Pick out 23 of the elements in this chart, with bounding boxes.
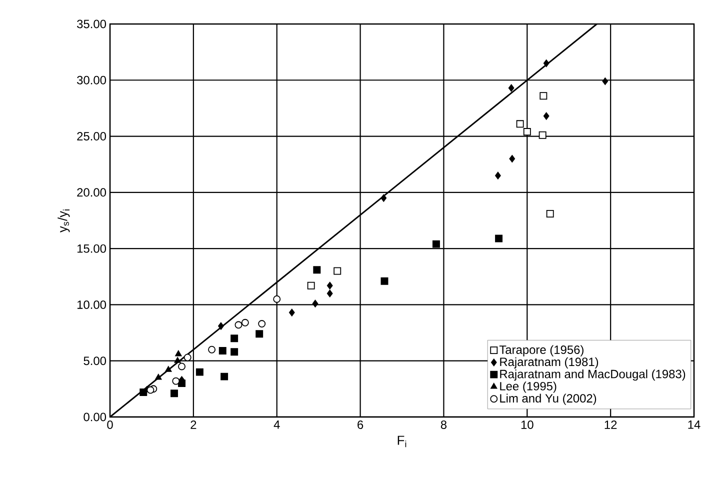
legend-label: Lee (1995)	[500, 382, 556, 393]
legend-label: Lim and Yu (2002)	[500, 394, 596, 405]
y-axis-title: y$_{s}$/y$_{i}$	[58, 210, 70, 232]
y-tick-label: 30.00	[77, 76, 106, 84]
x-tick-label: 6	[358, 420, 364, 429]
y-tick-label: 10.00	[77, 300, 106, 309]
y-tick-label: 5.00	[84, 356, 106, 366]
y-tick-label: 25.00	[77, 132, 106, 140]
y-tick-label: 20.00	[77, 188, 106, 197]
x-tick-label: 10	[521, 420, 534, 429]
legend-label: Rajaratnam and MacDougal (1983)	[500, 369, 686, 381]
y-tick-label: 15.00	[77, 244, 106, 253]
x-tick-label: 0	[107, 420, 113, 429]
x-tick-label: 8	[440, 420, 447, 429]
x-axis-title: F$_{i}$	[398, 436, 406, 448]
x-tick-label: 2	[190, 420, 196, 429]
legend-label: Rajaratnam (1981)	[500, 357, 598, 368]
x-tick-label: 12	[604, 420, 617, 429]
legend-label: Tarapore (1956)	[499, 345, 584, 356]
x-tick-label: 14	[688, 420, 700, 429]
y-tick-label: 0.00	[84, 412, 106, 422]
x-tick-label: 4	[274, 420, 280, 429]
y-tick-label: 35.00	[77, 20, 106, 28]
